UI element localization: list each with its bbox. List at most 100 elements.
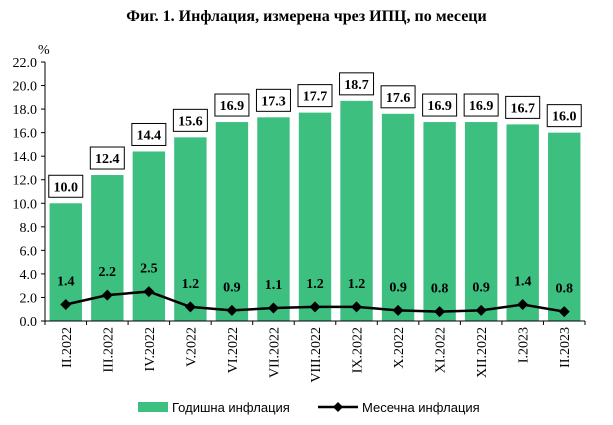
line-marker xyxy=(558,306,570,318)
x-tick-label: V.2022 xyxy=(184,327,199,367)
line-marker xyxy=(309,301,321,313)
line-marker xyxy=(475,304,487,316)
y-tick-label: 14.0 xyxy=(13,150,38,165)
y-tick-label: 6.0 xyxy=(20,244,38,259)
bar xyxy=(257,117,290,321)
line-marker xyxy=(351,301,363,313)
bar xyxy=(548,132,581,321)
line-label: 1.4 xyxy=(514,275,532,290)
y-axis-ticks: 0.0 2.0 4.0 6.0 8.0 10.0 12.0 14.0 16.0 18.0 20.0 2… xyxy=(13,56,45,330)
y-tick-label: 12.0 xyxy=(13,174,38,189)
line-label: 2.5 xyxy=(140,262,158,277)
bar-label-box xyxy=(255,88,291,112)
monthly-inflation-line xyxy=(60,286,570,318)
line-label: 0.9 xyxy=(389,280,407,295)
bar-label-box xyxy=(546,104,582,128)
bar-label-box xyxy=(89,146,125,170)
y-tick-label: 18.0 xyxy=(13,103,38,118)
line-marker xyxy=(392,304,404,316)
legend: Годишна инфлация Месечна инфлация xyxy=(138,400,480,415)
bar xyxy=(506,124,539,322)
bar-label: 12.4 xyxy=(95,152,120,167)
line-label: 0.9 xyxy=(223,280,241,295)
line-label: 2.2 xyxy=(99,265,117,280)
x-tick-label: I.2023 xyxy=(517,327,532,363)
annual-inflation-bars xyxy=(49,100,581,322)
bar-label-box xyxy=(131,122,167,146)
bar-label: 16.9 xyxy=(427,99,452,114)
bar-label: 17.7 xyxy=(303,90,328,105)
bar-label-box xyxy=(505,95,541,119)
x-tick-label: II.2022 xyxy=(60,327,75,368)
bar-label: 17.6 xyxy=(386,91,411,106)
bar xyxy=(381,113,415,321)
bar-label-box xyxy=(214,93,250,117)
legend-line-label: Месечна инфлация xyxy=(362,400,480,415)
bar-label: 16.0 xyxy=(552,110,577,125)
bar-label: 15.6 xyxy=(178,114,203,129)
line-marker xyxy=(267,302,279,314)
bar xyxy=(174,137,207,321)
axes xyxy=(44,62,586,325)
y-axis-unit: % xyxy=(38,43,50,58)
x-axis-labels: II.2022 III.2022 IV.2022 V.2022 VI.2022 VII.2… xyxy=(60,327,573,383)
bar-label-box xyxy=(297,84,333,108)
bar-label: 14.4 xyxy=(137,128,162,143)
bar-label: 16.9 xyxy=(220,99,245,114)
bar-label-box xyxy=(463,93,499,117)
x-tick-label: XII.2022 xyxy=(475,327,490,378)
bar-label: 17.3 xyxy=(261,94,286,109)
bar-label: 18.7 xyxy=(344,78,369,93)
x-tick-label: IX.2022 xyxy=(351,327,366,373)
line-label: 1.2 xyxy=(306,277,324,292)
line-marker xyxy=(226,304,238,316)
line-label: 1.1 xyxy=(265,278,283,293)
bar xyxy=(464,122,498,321)
line-marker xyxy=(60,299,72,311)
legend-line-marker xyxy=(333,402,343,412)
bar-label-box xyxy=(48,174,84,198)
line-marker xyxy=(517,299,529,311)
x-tick-label: X.2022 xyxy=(392,327,407,369)
y-tick-label: 2.0 xyxy=(20,291,38,306)
x-tick-label: VI.2022 xyxy=(226,327,241,373)
x-tick-label: III.2022 xyxy=(101,327,116,373)
legend-bar-label: Годишна инфлация xyxy=(172,400,290,415)
y-tick-label: 20.0 xyxy=(13,80,38,95)
x-tick-label: XI.2022 xyxy=(434,327,449,373)
line-label: 0.8 xyxy=(555,282,573,297)
y-tick-label: 8.0 xyxy=(20,221,38,236)
bar xyxy=(215,122,249,321)
x-tick-label: VIII.2022 xyxy=(309,327,324,383)
bar xyxy=(298,112,332,321)
bar-label: 16.7 xyxy=(510,101,535,116)
line-marker xyxy=(143,286,155,298)
bar xyxy=(423,122,456,321)
y-tick-label: 10.0 xyxy=(13,197,38,212)
y-tick-label: 22.0 xyxy=(13,56,38,71)
legend-bar-swatch xyxy=(138,402,168,412)
y-tick-label: 16.0 xyxy=(13,127,38,142)
bar-label-box xyxy=(339,72,375,96)
line-label: 1.2 xyxy=(348,277,366,292)
x-tick-label: VII.2022 xyxy=(267,327,282,378)
chart-title: Фиг. 1. Инфлация, измерена чрез ИПЦ, по … xyxy=(126,8,487,25)
x-tick-label: II.2023 xyxy=(558,327,573,368)
bar-label-box xyxy=(172,108,208,132)
line-marker xyxy=(434,306,446,318)
line-marker xyxy=(184,301,196,313)
bar xyxy=(340,100,373,321)
bar-label: 16.9 xyxy=(469,99,494,114)
line-label: 0.9 xyxy=(472,280,490,295)
bar-label: 10.0 xyxy=(54,180,79,195)
line-label: 0.8 xyxy=(431,282,449,297)
line-label: 1.4 xyxy=(57,275,75,290)
bar-label-box xyxy=(422,93,458,117)
line-marker xyxy=(101,289,113,301)
x-tick-label: IV.2022 xyxy=(143,327,158,371)
y-tick-label: 0.0 xyxy=(20,315,38,330)
annual-inflation-labels: 10.0 12.4 14.4 15.6 16.9 17.3 17.7 18.7 17.6 16.9… xyxy=(48,72,582,198)
y-tick-label: 4.0 xyxy=(20,268,38,283)
monthly-inflation-labels: 1.4 2.2 2.5 1.2 0.9 1.1 1.2 1.2 0.9 0.8 0.9 1.4 0.8 xyxy=(57,262,573,297)
